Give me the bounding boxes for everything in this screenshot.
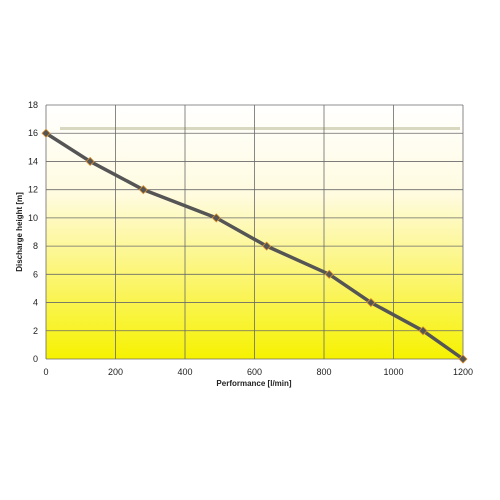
data-point xyxy=(41,128,51,138)
x-tick-label: 200 xyxy=(108,367,123,377)
x-tick-label: 1200 xyxy=(453,367,473,377)
y-tick-label: 6 xyxy=(33,269,38,279)
data-point xyxy=(366,297,376,308)
data-point xyxy=(138,185,148,195)
data-point xyxy=(85,156,95,167)
series-layer xyxy=(41,128,468,364)
y-tick-label: 10 xyxy=(28,213,38,223)
x-axis-title: Performance [l/min] xyxy=(216,379,291,388)
y-tick-label: 18 xyxy=(28,100,38,110)
y-tick-label: 0 xyxy=(33,354,38,364)
x-tick-label: 1000 xyxy=(383,367,403,377)
y-tick-label: 8 xyxy=(33,241,38,251)
x-tick-label: 800 xyxy=(316,367,331,377)
y-tick-labels: 0 2 4 6 8 10 12 14 16 18 xyxy=(28,100,38,364)
y-axis-title: Discharge height [m] xyxy=(15,192,24,272)
y-tick-label: 2 xyxy=(33,326,38,336)
x-tick-labels: 0 200 400 600 800 1000 1200 xyxy=(43,367,473,377)
y-tick-label: 16 xyxy=(28,128,38,138)
data-point xyxy=(262,241,272,251)
data-point xyxy=(324,269,334,279)
data-point xyxy=(211,213,221,223)
y-tick-label: 4 xyxy=(33,298,38,308)
reference-band xyxy=(60,127,460,130)
data-point xyxy=(418,326,428,336)
y-tick-label: 12 xyxy=(28,185,38,195)
x-tick-label: 0 xyxy=(43,367,48,377)
grid xyxy=(45,104,464,360)
x-tick-label: 600 xyxy=(247,367,262,377)
y-tick-label: 14 xyxy=(28,156,38,166)
data-point xyxy=(458,354,468,364)
x-tick-label: 400 xyxy=(177,367,192,377)
